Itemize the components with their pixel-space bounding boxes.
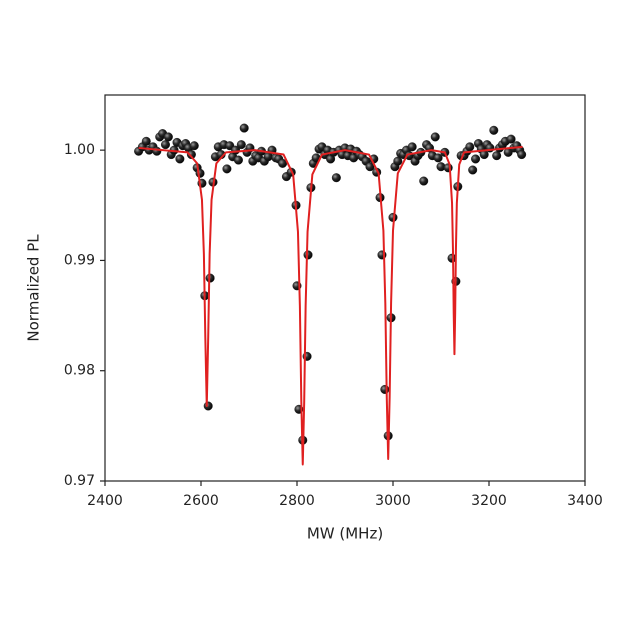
data-point [186,150,196,160]
y-tick-label: 0.97 [64,473,95,489]
data-point [233,155,243,165]
data-point [239,123,249,133]
data-point [433,153,443,163]
data-point [189,141,199,151]
data-point [489,125,499,135]
data-point [506,134,516,144]
x-tick-label: 2800 [279,493,315,509]
data-point [468,165,478,175]
data-point [443,163,453,173]
data-point [517,150,527,160]
data-point [222,164,232,174]
data-point [430,132,440,142]
data-point [141,136,151,146]
data-point [175,154,185,164]
y-tick-label: 0.99 [64,252,95,268]
data-point [331,173,341,183]
y-tick-label: 1.00 [64,142,95,158]
fit-line [138,145,523,466]
data-point [492,151,502,161]
data-point [303,250,313,260]
data-point [160,140,170,150]
plot-frame [104,94,586,482]
data-point [407,142,417,152]
data-point [471,154,481,164]
data-point [152,146,162,156]
data-point [195,168,205,178]
x-tick-label: 3400 [567,493,603,509]
y-axis-title: Normalized PL [25,234,43,342]
x-axis-title: MW (MHz) [307,525,383,543]
data-point [393,156,403,166]
x-tick-label: 2400 [87,493,123,509]
data-point [236,140,246,150]
y-tick-label: 0.98 [64,363,95,379]
data-point [203,401,213,411]
x-tick-label: 3200 [471,493,507,509]
data-point [419,176,429,186]
data-point [380,384,390,394]
data-point [465,142,475,152]
x-tick-label: 3000 [375,493,411,509]
data-point [163,132,173,142]
x-tick-label: 2600 [183,493,219,509]
